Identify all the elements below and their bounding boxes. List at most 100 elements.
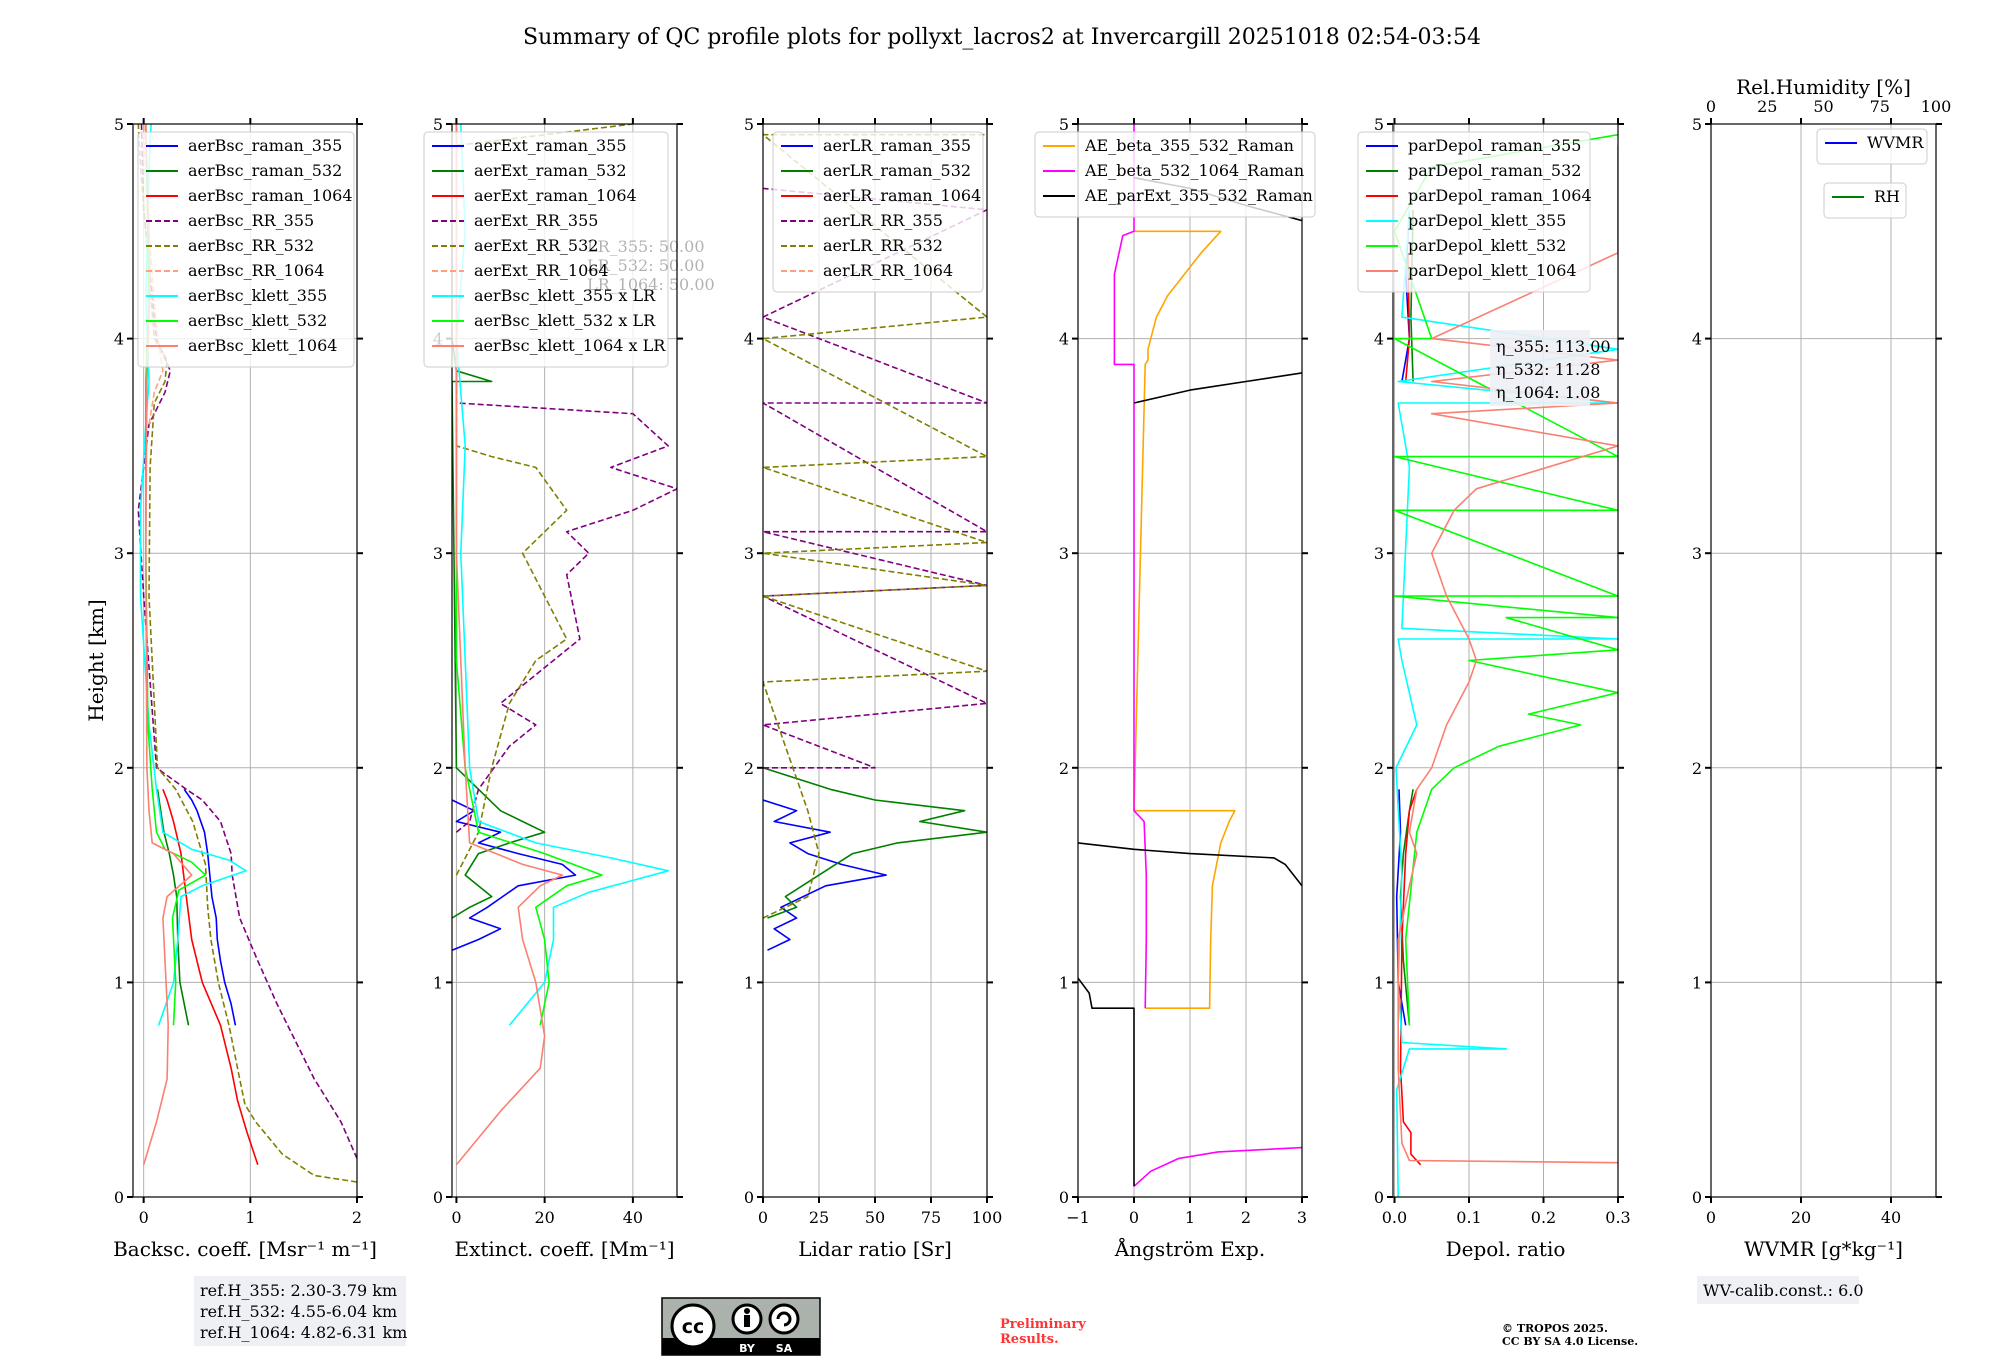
legend-label: aerLR_RR_532 [823,236,943,255]
series-line-aerbsc-raman-355 [183,788,237,1026]
y-tick-label: 3 [1059,544,1069,563]
legend-angstrom: AE_beta_355_532_Raman AE_beta_532_1064_Ra… [1034,131,1316,218]
legend-label: aerExt_raman_355 [474,136,627,155]
x-top-tick-label: 100 [1921,97,1952,116]
legend-label: aerBsc_raman_1064 [188,186,353,205]
y-tick-label: 5 [114,115,124,134]
series-line-aerext-raman-532 [452,338,546,919]
x-top-tick-label: 50 [1813,97,1833,116]
wv-calib-box: WV-calib.const.: 6.0 [1697,1276,1864,1304]
y-tick-label: 1 [1692,973,1702,992]
x-tick-label: 3 [1297,1208,1307,1227]
axes-frame [451,123,678,1198]
y-tick-label: 2 [1374,759,1384,778]
copyright-line2: CC BY SA 4.0 License. [1502,1335,1638,1348]
y-tick-label: 0 [1692,1188,1702,1207]
y-tick-label: 1 [114,973,124,992]
legend-label: WVMR [1867,133,1924,152]
legend-label: aerBsc_RR_355 [188,211,314,230]
legend-label: aerExt_RR_1064 [474,261,609,280]
x-top-tick-label: 75 [1870,97,1890,116]
legend-frame [423,131,669,368]
legend-frame [1823,182,1907,219]
wv-calib-const: WV-calib.const.: 6.0 [1703,1281,1864,1300]
legend-label: AE_beta_532_1064_Raman [1084,161,1304,180]
eta-annotation: η_355: 113.00 [1496,337,1611,356]
y-tick-label: 4 [114,330,124,349]
x-tick-label: 0 [451,1208,461,1227]
preliminary-label-line1: Preliminary [1000,1317,1086,1332]
x-tick-label: −1 [1066,1208,1090,1227]
series-line-aerlr-rr-532 [763,133,987,919]
legend-label: aerBsc_klett_532 [188,311,327,330]
x-tick-label: 50 [865,1208,885,1227]
series-line-aerbsc-klett-355-x-lr [455,124,669,1026]
y-tick-label: 4 [1059,330,1069,349]
legend-rh: RH [1823,182,1907,219]
series-line-pardepol-raman-1064 [1399,252,1422,1166]
legend-depolarization: parDepol_raman_355 parDepol_raman_532 parD… [1357,131,1592,293]
y-tick-label: 5 [433,115,443,134]
series-line-pardepol-klett-1064 [1397,145,1618,1164]
legend-frame [1357,131,1591,293]
x-tick-label: 1 [245,1208,255,1227]
x-axis-label: Ångström Exp. [1114,1236,1265,1261]
y-tick-label: 5 [744,115,754,134]
panel-extinction: 02040012345Extinct. coeff. [Mm⁻¹]aerExt_… [423,115,715,1261]
ref-height-1064: ref.H_1064: 4.82-6.31 km [200,1323,407,1342]
y-tick-label: 4 [1374,330,1384,349]
cc-by-sa-icon: cc BY SA [661,1297,821,1356]
x-tick-label: 75 [921,1208,941,1227]
y-tick-label: 2 [114,759,124,778]
series-line-aerbsc-raman-1064 [162,789,259,1166]
panel-depolarization: 0.0 0.1 0.2 0.3 0 1 2 3 4 5 Depol. ratio parDepol_r… [1357,115,1631,1261]
x-tick-label: 0.2 [1531,1208,1556,1227]
x-tick-label: 2 [1241,1208,1251,1227]
y-tick-label: 5 [1374,115,1384,134]
y-tick-label: 3 [744,544,754,563]
lr-annotation: LR_532: 50.00 [587,256,705,275]
ref-height-532: ref.H_532: 4.55-6.04 km [200,1302,397,1321]
legend-label: AE_parExt_355_532_Raman [1084,186,1313,205]
legend-label: aerBsc_raman_355 [188,136,342,155]
x-tick-label: 0 [139,1208,149,1227]
legend-label: aerLR_raman_532 [823,161,971,180]
panel-backscatter: 0 1 2 0 1 2 3 4 5 Backsc. coeff. [Msr⁻¹ m⁻¹] Heigh… [84,115,377,1261]
lr-annotation: LR_1064: 50.00 [587,275,715,294]
series-line-ae-beta-355-532-raman [1133,230,1236,1009]
legend-label: parDepol_raman_1064 [1408,186,1592,205]
y-tick-label: 1 [1374,973,1384,992]
legend-backscatter: aerBsc_raman_355 aerBsc_raman_532 aerBsc_r… [137,131,355,368]
x-top-tick-label: 0 [1706,97,1716,116]
copyright-line1: © TROPOS 2025. [1502,1322,1608,1335]
series-line-aerbsc-klett-1064-x-lr [455,124,564,1166]
y-tick-label: 0 [433,1188,443,1207]
series-group [763,133,987,951]
y-tick-label: 0 [1374,1188,1384,1207]
series-group [1078,124,1302,1187]
x-tick-label: 0.1 [1456,1208,1481,1227]
ref-heights-box: ref.H_355: 2.30-3.79 km ref.H_532: 4.55-… [194,1276,407,1346]
x-top-tick-label: 25 [1757,97,1777,116]
y-tick-label: 0 [114,1188,124,1207]
legend-frame [1816,128,1928,165]
x-axis-label: Depol. ratio [1446,1237,1566,1261]
x-tick-label: 100 [972,1208,1003,1227]
y-tick-label: 3 [1374,544,1384,563]
series-line-aerlr-raman-355 [763,799,887,951]
panel-wvmr_rh: 0 20 40 0 25 50 75 100 Rel.Humidity [%] 0 1 2 3 4 5 WVM… [1692,75,1951,1261]
legend-label: RH [1874,187,1900,206]
x-tick-label: 1 [1185,1208,1195,1227]
legend-label: aerBsc_raman_532 [188,161,342,180]
x-tick-label: 20 [534,1208,554,1227]
y-tick-label: 2 [1692,759,1702,778]
axes-frame [1392,123,1619,1198]
legend-label: aerBsc_klett_532 x LR [474,311,656,330]
legend-label: aerLR_RR_1064 [823,261,953,280]
legend-extinction: aerExt_raman_355 aerExt_raman_532 aerExt_r… [423,131,669,368]
y-tick-label: 3 [433,544,443,563]
eta-annotation-bg [1490,330,1590,406]
x-tick-label: 0 [1706,1208,1716,1227]
